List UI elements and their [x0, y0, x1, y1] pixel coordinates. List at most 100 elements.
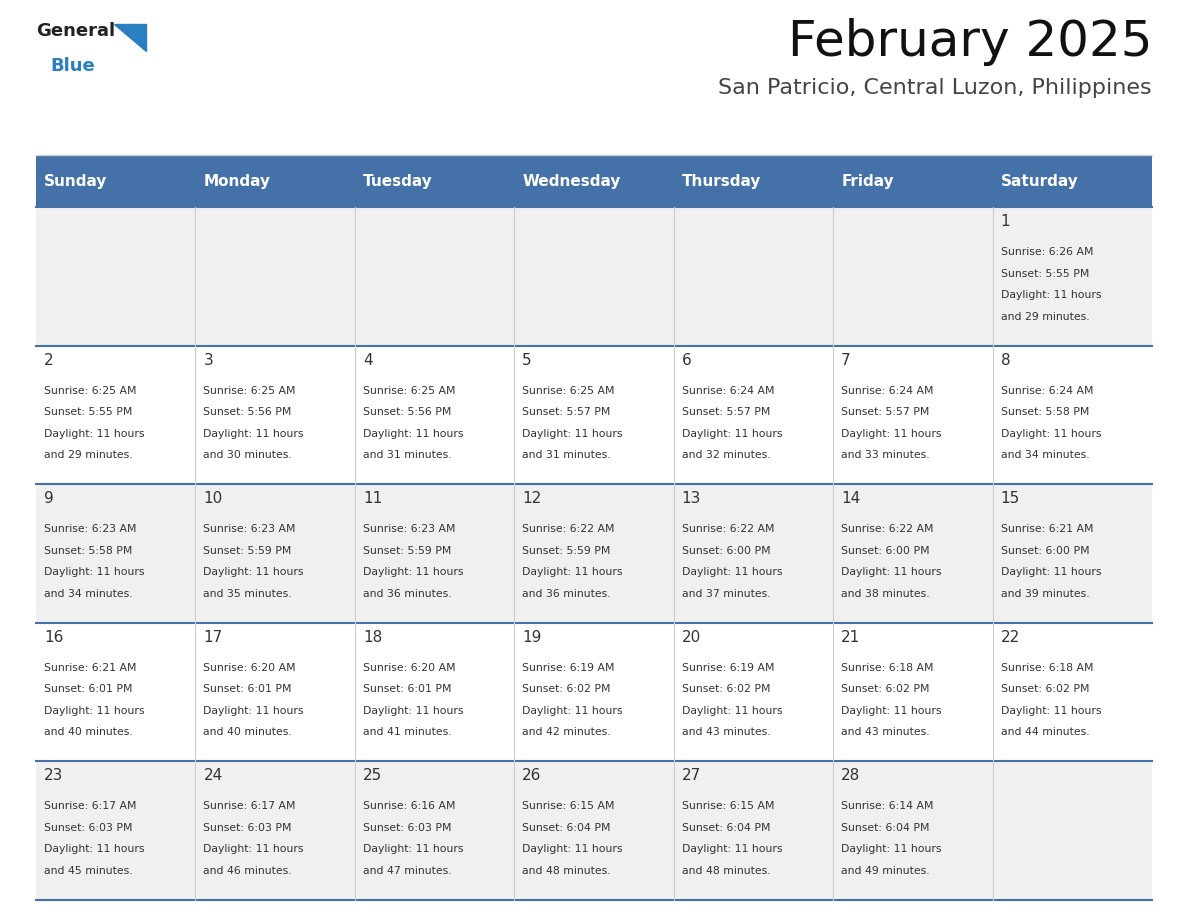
Text: 10: 10: [203, 491, 222, 506]
Bar: [992, 484, 1152, 622]
Bar: [674, 622, 833, 761]
Text: Sunrise: 6:21 AM: Sunrise: 6:21 AM: [44, 663, 137, 673]
Text: Sunset: 6:02 PM: Sunset: 6:02 PM: [1000, 684, 1089, 694]
Bar: [833, 622, 992, 761]
Text: and 36 minutes.: and 36 minutes.: [362, 588, 451, 599]
Text: Daylight: 11 hours: Daylight: 11 hours: [682, 706, 782, 716]
Text: Daylight: 11 hours: Daylight: 11 hours: [1000, 706, 1101, 716]
Bar: [355, 207, 514, 345]
Text: Monday: Monday: [203, 174, 271, 188]
Bar: [674, 484, 833, 622]
Bar: [833, 761, 992, 900]
Text: Daylight: 11 hours: Daylight: 11 hours: [841, 429, 942, 439]
Text: and 34 minutes.: and 34 minutes.: [1000, 450, 1089, 460]
Text: Sunset: 6:02 PM: Sunset: 6:02 PM: [682, 684, 770, 694]
Text: Daylight: 11 hours: Daylight: 11 hours: [523, 706, 623, 716]
Text: and 37 minutes.: and 37 minutes.: [682, 588, 770, 599]
Text: 3: 3: [203, 353, 213, 367]
Bar: [992, 207, 1152, 345]
Text: Daylight: 11 hours: Daylight: 11 hours: [523, 567, 623, 577]
Text: 16: 16: [44, 630, 63, 644]
Text: Sunrise: 6:25 AM: Sunrise: 6:25 AM: [203, 386, 296, 396]
Text: and 32 minutes.: and 32 minutes.: [682, 450, 770, 460]
Text: 28: 28: [841, 768, 860, 783]
Bar: [992, 155, 1152, 207]
Text: and 48 minutes.: and 48 minutes.: [682, 866, 770, 876]
Text: Sunset: 6:03 PM: Sunset: 6:03 PM: [44, 823, 133, 833]
Bar: [674, 345, 833, 484]
Text: Sunrise: 6:16 AM: Sunrise: 6:16 AM: [362, 801, 455, 812]
Text: Daylight: 11 hours: Daylight: 11 hours: [841, 706, 942, 716]
Text: February 2025: February 2025: [788, 18, 1152, 66]
Text: 24: 24: [203, 768, 222, 783]
Bar: [833, 484, 992, 622]
Text: Daylight: 11 hours: Daylight: 11 hours: [44, 567, 145, 577]
Text: Sunrise: 6:18 AM: Sunrise: 6:18 AM: [1000, 663, 1093, 673]
Text: Sunset: 6:01 PM: Sunset: 6:01 PM: [203, 684, 292, 694]
Text: Daylight: 11 hours: Daylight: 11 hours: [682, 567, 782, 577]
Text: Sunrise: 6:24 AM: Sunrise: 6:24 AM: [1000, 386, 1093, 396]
Text: Daylight: 11 hours: Daylight: 11 hours: [362, 706, 463, 716]
Text: 7: 7: [841, 353, 851, 367]
Bar: [36, 207, 196, 345]
Text: Daylight: 11 hours: Daylight: 11 hours: [362, 845, 463, 855]
Text: and 29 minutes.: and 29 minutes.: [44, 450, 133, 460]
Text: Sunset: 6:04 PM: Sunset: 6:04 PM: [682, 823, 770, 833]
Text: Sunrise: 6:25 AM: Sunrise: 6:25 AM: [523, 386, 614, 396]
Text: Sunset: 6:02 PM: Sunset: 6:02 PM: [523, 684, 611, 694]
Text: Sunrise: 6:18 AM: Sunrise: 6:18 AM: [841, 663, 934, 673]
Text: and 41 minutes.: and 41 minutes.: [362, 727, 451, 737]
Text: Sunset: 6:01 PM: Sunset: 6:01 PM: [44, 684, 133, 694]
Text: 26: 26: [523, 768, 542, 783]
Bar: [992, 345, 1152, 484]
Text: Sunrise: 6:20 AM: Sunrise: 6:20 AM: [203, 663, 296, 673]
Text: Sunrise: 6:14 AM: Sunrise: 6:14 AM: [841, 801, 934, 812]
Text: Thursday: Thursday: [682, 174, 762, 188]
Text: Sunset: 5:59 PM: Sunset: 5:59 PM: [523, 545, 611, 555]
Text: and 45 minutes.: and 45 minutes.: [44, 866, 133, 876]
Text: and 33 minutes.: and 33 minutes.: [841, 450, 930, 460]
Bar: [674, 761, 833, 900]
Bar: [514, 345, 674, 484]
Text: Sunset: 5:55 PM: Sunset: 5:55 PM: [1000, 268, 1089, 278]
Text: Sunrise: 6:23 AM: Sunrise: 6:23 AM: [44, 524, 137, 534]
Text: 27: 27: [682, 768, 701, 783]
Text: Sunrise: 6:19 AM: Sunrise: 6:19 AM: [682, 663, 775, 673]
Text: Saturday: Saturday: [1000, 174, 1079, 188]
Bar: [674, 155, 833, 207]
Bar: [355, 345, 514, 484]
Text: San Patricio, Central Luzon, Philippines: San Patricio, Central Luzon, Philippines: [719, 78, 1152, 98]
Bar: [992, 761, 1152, 900]
Bar: [992, 622, 1152, 761]
Text: and 49 minutes.: and 49 minutes.: [841, 866, 930, 876]
Text: and 30 minutes.: and 30 minutes.: [203, 450, 292, 460]
Text: Sunset: 5:58 PM: Sunset: 5:58 PM: [1000, 407, 1089, 417]
Bar: [833, 207, 992, 345]
Text: Daylight: 11 hours: Daylight: 11 hours: [203, 567, 304, 577]
Text: Sunrise: 6:25 AM: Sunrise: 6:25 AM: [44, 386, 137, 396]
Text: Sunset: 5:58 PM: Sunset: 5:58 PM: [44, 545, 132, 555]
Bar: [355, 484, 514, 622]
Text: Sunset: 6:00 PM: Sunset: 6:00 PM: [841, 545, 930, 555]
Bar: [36, 622, 196, 761]
Text: Sunset: 6:00 PM: Sunset: 6:00 PM: [682, 545, 770, 555]
Text: Sunset: 6:03 PM: Sunset: 6:03 PM: [203, 823, 292, 833]
Text: 19: 19: [523, 630, 542, 644]
Text: Sunrise: 6:24 AM: Sunrise: 6:24 AM: [682, 386, 775, 396]
Text: Sunset: 5:57 PM: Sunset: 5:57 PM: [523, 407, 611, 417]
Text: Sunrise: 6:22 AM: Sunrise: 6:22 AM: [523, 524, 614, 534]
Text: Sunset: 5:57 PM: Sunset: 5:57 PM: [841, 407, 929, 417]
Text: Sunrise: 6:15 AM: Sunrise: 6:15 AM: [523, 801, 614, 812]
Text: Daylight: 11 hours: Daylight: 11 hours: [682, 429, 782, 439]
Text: Sunset: 5:59 PM: Sunset: 5:59 PM: [362, 545, 451, 555]
Text: 13: 13: [682, 491, 701, 506]
Text: 18: 18: [362, 630, 383, 644]
Text: Daylight: 11 hours: Daylight: 11 hours: [44, 706, 145, 716]
Text: Sunrise: 6:22 AM: Sunrise: 6:22 AM: [841, 524, 934, 534]
Text: Sunset: 5:56 PM: Sunset: 5:56 PM: [362, 407, 451, 417]
Text: 12: 12: [523, 491, 542, 506]
Text: 25: 25: [362, 768, 383, 783]
Text: Friday: Friday: [841, 174, 893, 188]
Text: Sunrise: 6:23 AM: Sunrise: 6:23 AM: [203, 524, 296, 534]
Text: 4: 4: [362, 353, 373, 367]
